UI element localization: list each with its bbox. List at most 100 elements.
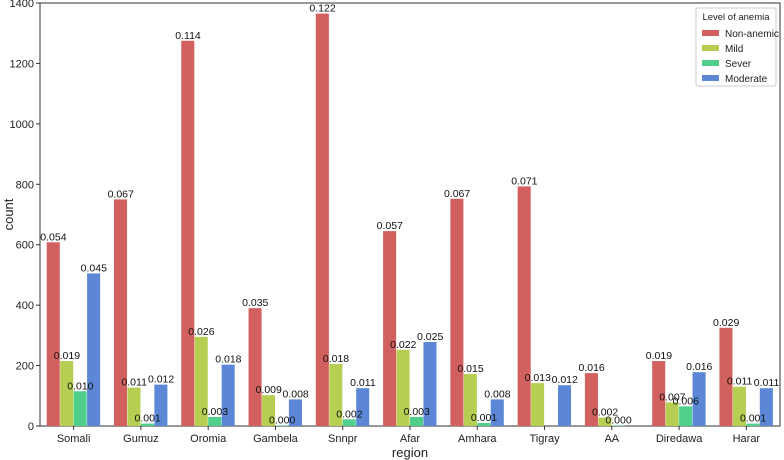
legend-swatch-non-anemic	[702, 30, 719, 36]
bar-oromia-moderate	[221, 364, 235, 426]
data-label-oromia-mild: 0.026	[188, 326, 214, 338]
data-label-diredawa-moderate: 0.016	[686, 361, 712, 373]
data-label-harar-sever: 0.001	[740, 413, 766, 425]
y-tick-label: 0	[28, 421, 34, 433]
x-axis-label: region	[392, 445, 428, 460]
bar-snnpr-sever	[342, 419, 356, 426]
bar-amhara-moderate	[490, 399, 504, 426]
data-label-tigray-mild: 0.013	[525, 372, 551, 384]
y-tick-label: 800	[16, 179, 34, 191]
data-label-amhara-non-anemic: 0.067	[444, 188, 470, 200]
data-label-snnpr-sever: 0.002	[336, 408, 362, 420]
bar-snnpr-non-anemic	[315, 13, 329, 426]
y-tick-label: 1400	[10, 0, 34, 10]
data-label-somali-mild: 0.019	[54, 350, 80, 362]
data-labels-group: 0.054 0.019 0.010 0.045 0.067 0.011 0.001 0.012…	[40, 3, 779, 427]
x-tick-label-harar: Harar	[733, 433, 761, 445]
data-label-aa-non-anemic: 0.016	[578, 362, 604, 374]
data-label-oromia-non-anemic: 0.114	[175, 30, 201, 42]
bar-aa-mild	[598, 417, 612, 426]
bar-gumuz-moderate	[154, 384, 168, 426]
bar-harar-non-anemic	[719, 327, 733, 426]
bar-oromia-mild	[194, 336, 208, 426]
bar-afar-non-anemic	[383, 231, 397, 426]
bar-diredawa-sever	[679, 406, 693, 426]
bar-somali-mild	[60, 361, 74, 426]
x-tick-label-amhara: Amhara	[458, 433, 497, 445]
bar-somali-non-anemic	[46, 242, 60, 426]
legend-label-sever: Sever	[725, 59, 752, 70]
x-tick-label-aa: AA	[604, 433, 619, 445]
data-label-diredawa-non-anemic: 0.019	[646, 350, 672, 362]
bar-amhara-mild	[463, 374, 477, 426]
data-label-diredawa-sever: 0.006	[673, 395, 699, 407]
data-label-gumuz-moderate: 0.012	[148, 374, 174, 386]
data-label-gambela-non-anemic: 0.035	[242, 297, 268, 309]
y-axis-ticks: 0 200 400 600 800 1000 1200 1400	[10, 0, 40, 433]
data-label-snnpr-non-anemic: 0.122	[309, 3, 335, 15]
legend-swatch-moderate	[702, 75, 719, 81]
x-tick-label-tigray: Tigray	[529, 433, 560, 445]
y-tick-label: 1000	[10, 119, 34, 131]
bar-snnpr-mild	[329, 364, 343, 426]
data-label-aa-mild: 0.002	[592, 407, 618, 419]
data-label-amhara-mild: 0.015	[457, 363, 483, 375]
bar-snnpr-moderate	[356, 388, 370, 426]
legend-box	[695, 7, 777, 87]
bar-afar-mild	[396, 349, 410, 426]
data-label-diredawa-mild: 0.007	[659, 391, 685, 403]
data-label-gumuz-non-anemic: 0.067	[108, 188, 134, 200]
x-tick-label-diredawa: Diredawa	[656, 433, 703, 445]
bar-aa-non-anemic	[584, 373, 598, 427]
legend-swatch-mild	[702, 45, 719, 51]
x-tick-label-oromia: Oromia	[190, 433, 227, 445]
bar-gumuz-sever	[140, 423, 154, 426]
data-label-oromia-moderate: 0.018	[215, 354, 241, 366]
bar-somali-moderate	[87, 273, 101, 426]
bar-gambela-mild	[262, 395, 276, 426]
data-label-somali-sever: 0.010	[67, 380, 93, 392]
bar-afar-sever	[410, 416, 424, 426]
data-label-amhara-moderate: 0.008	[484, 388, 510, 400]
bar-aa-sever	[611, 425, 625, 426]
bar-harar-moderate	[759, 388, 773, 426]
data-label-gumuz-sever: 0.001	[134, 413, 160, 425]
legend-label-mild: Mild	[725, 44, 743, 55]
data-label-somali-moderate: 0.045	[81, 262, 107, 274]
data-label-afar-mild: 0.022	[390, 339, 416, 351]
bar-amhara-sever	[477, 422, 491, 426]
x-tick-label-somali: Somali	[57, 433, 91, 445]
x-axis-ticks: Somali Gumuz Oromia Gambela Snnpr Afar Amhara T…	[57, 426, 761, 445]
bar-somali-sever	[73, 391, 87, 426]
y-tick-label: 200	[16, 361, 34, 373]
bar-harar-sever	[746, 423, 760, 426]
bar-tigray-non-anemic	[517, 186, 531, 426]
bar-afar-moderate	[423, 342, 437, 426]
data-label-afar-moderate: 0.025	[417, 331, 443, 343]
legend-title: Level of anemia	[702, 12, 770, 23]
bar-harar-mild	[732, 386, 746, 426]
data-label-afar-sever: 0.003	[404, 406, 430, 418]
y-tick-label: 400	[16, 300, 34, 312]
bar-gambela-moderate	[288, 399, 302, 426]
bar-oromia-non-anemic	[181, 40, 195, 427]
bar-tigray-moderate	[558, 385, 572, 426]
data-label-snnpr-moderate: 0.011	[350, 377, 376, 389]
y-tick-label: 1200	[10, 58, 34, 70]
bar-diredawa-mild	[665, 402, 679, 426]
data-label-amhara-sever: 0.001	[471, 412, 497, 424]
data-label-harar-mild: 0.011	[727, 376, 753, 388]
data-label-gambela-mild: 0.009	[256, 384, 282, 396]
x-tick-label-snnpr: Snnpr	[328, 433, 358, 445]
bar-gumuz-non-anemic	[114, 199, 128, 426]
bar-gambela-sever	[275, 425, 289, 426]
x-tick-label-gambela: Gambela	[253, 433, 299, 445]
bar-gumuz-mild	[127, 387, 141, 426]
bars-group	[46, 13, 773, 427]
legend: Level of anemia Non-anemic Mild Sever Moder…	[695, 7, 779, 87]
y-axis-label: count	[1, 198, 16, 230]
data-label-afar-non-anemic: 0.057	[377, 220, 403, 232]
bar-amhara-non-anemic	[450, 198, 464, 426]
